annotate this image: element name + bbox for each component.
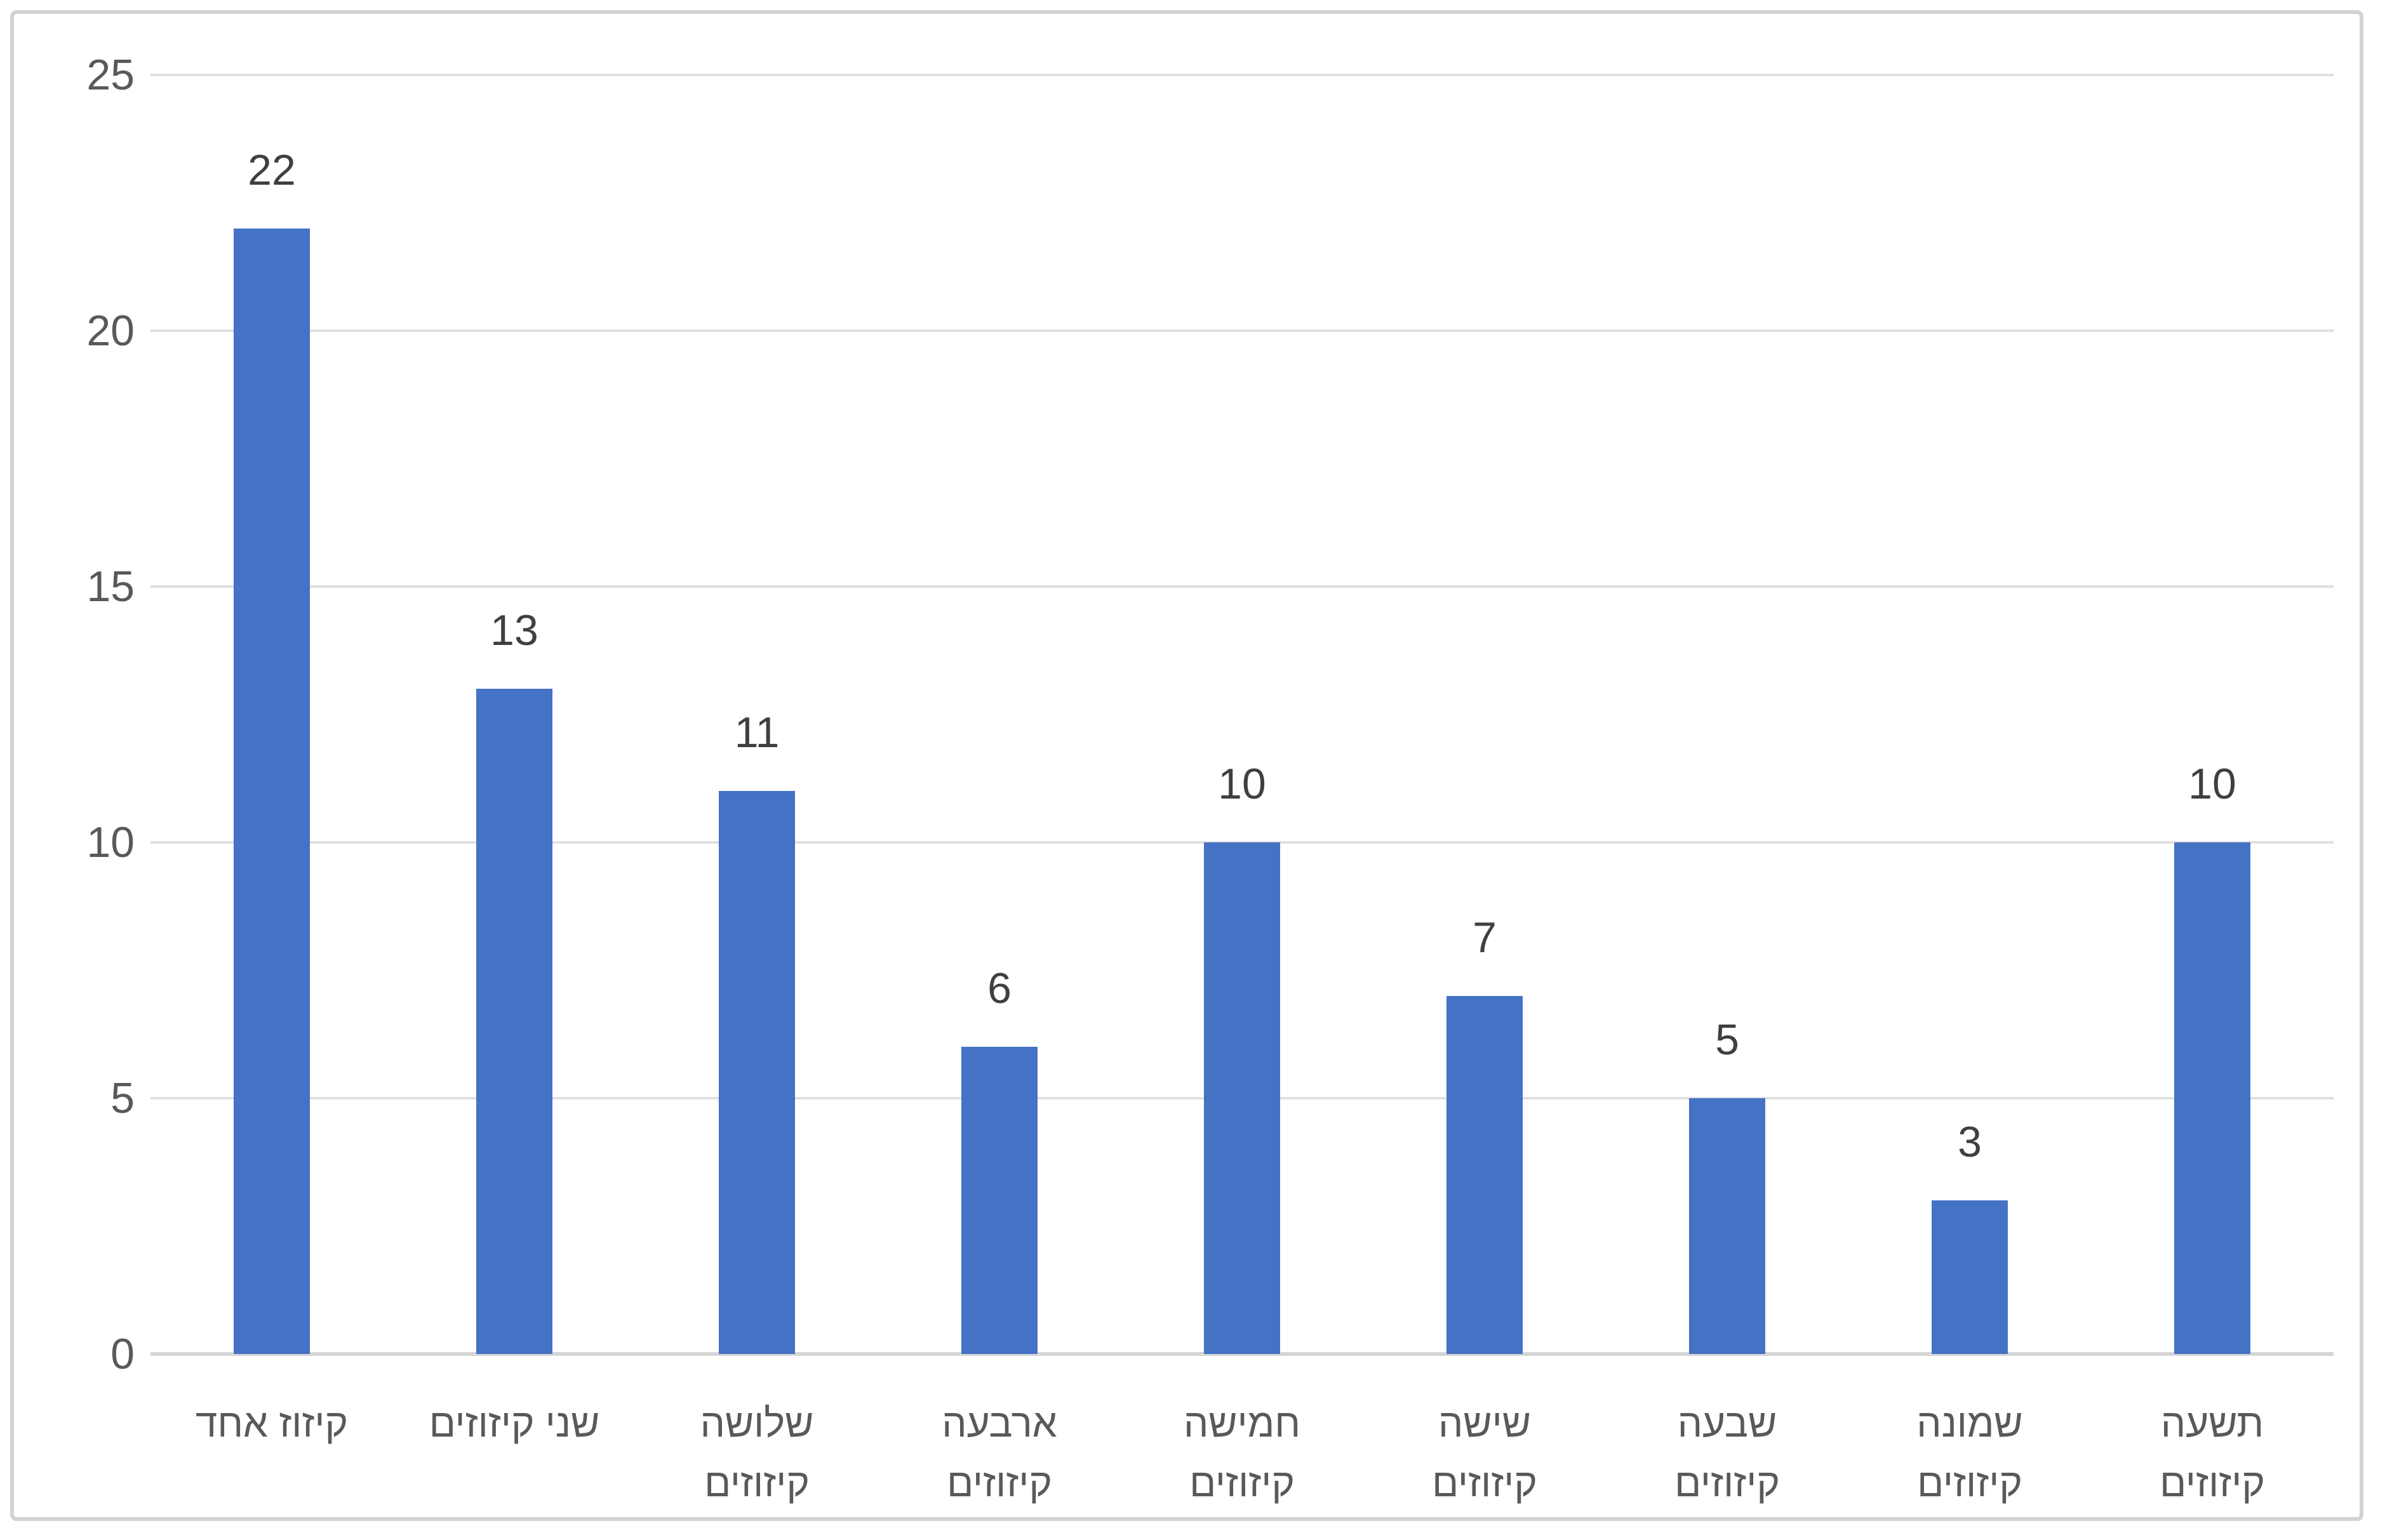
bar	[2174, 842, 2250, 1354]
x-axis-category-label-line: קיזוזים	[947, 1461, 1052, 1505]
x-axis-category-label-line: שלושה	[700, 1402, 814, 1445]
x-axis-category-label-line: קיזוז אחד	[195, 1402, 349, 1445]
x-axis-category-label-line: שישה	[1438, 1402, 1531, 1445]
x-axis-category-label: תשעה קיזוזים	[2091, 1394, 2334, 1513]
x-axis-category-label-line: תשעה	[2160, 1402, 2264, 1445]
x-axis-category-label: שבעה קיזוזים	[1606, 1394, 1848, 1513]
y-axis-tick-label: 15	[86, 562, 135, 611]
y-axis-tick-label: 25	[86, 51, 135, 99]
bar-value-label: 10	[2188, 760, 2236, 808]
y-axis-tick-label: 10	[86, 818, 135, 866]
bar-value-label: 13	[490, 606, 538, 655]
x-axis-category-label-line: שבעה	[1677, 1402, 1777, 1445]
bar-value-label: 7	[1473, 913, 1497, 962]
x-axis-category-label-line: קיזוזים	[704, 1461, 810, 1505]
gridline	[150, 585, 2334, 588]
x-axis-category-label: קיזוז אחד	[150, 1394, 393, 1454]
bar	[476, 689, 552, 1354]
x-axis-category-label-line: קיזוזים	[1432, 1461, 1537, 1505]
x-axis-line	[150, 1352, 2334, 1356]
y-axis-tick-label: 0	[110, 1330, 135, 1378]
x-axis-category-label-line: קיזוזים	[2160, 1461, 2265, 1505]
x-axis-category-label: שמונה קיזוזים	[1848, 1394, 2091, 1513]
bar	[961, 1047, 1038, 1354]
x-axis-category-label: ארבעה קיזוזים	[878, 1394, 1121, 1513]
bar-value-label: 6	[987, 964, 1012, 1013]
x-axis-category-label-line: ארבעה	[942, 1402, 1057, 1445]
gridline	[150, 74, 2334, 76]
x-axis-category-label-line: שני קיזוזים	[429, 1402, 600, 1445]
gridline	[150, 329, 2334, 332]
x-axis-category-label: שישה קיזוזים	[1363, 1394, 1606, 1513]
x-axis-category-label-line: שמונה	[1916, 1402, 2023, 1445]
y-axis-tick-label: 5	[110, 1074, 135, 1122]
bar	[719, 791, 795, 1354]
bar	[1446, 995, 1523, 1354]
bar-value-label: 22	[248, 145, 296, 194]
x-axis-category-label-line: קיזוזים	[1189, 1461, 1295, 1505]
x-axis-category-label: שני קיזוזים	[393, 1394, 636, 1454]
x-axis-category-label-line: קיזוזים	[1674, 1461, 1780, 1505]
x-axis-category-label: שלושה קיזוזים	[636, 1394, 878, 1513]
bar	[234, 228, 310, 1354]
bar-value-label: 3	[1958, 1118, 1982, 1167]
bar	[1689, 1098, 1765, 1354]
bar	[1932, 1200, 2008, 1354]
x-axis-category-label-line: קיזוזים	[1917, 1461, 2022, 1505]
bar-value-label: 10	[1218, 760, 1266, 808]
y-axis-tick-label: 20	[86, 307, 135, 355]
x-axis-category-label: חמישה קיזוזים	[1121, 1394, 1363, 1513]
bar-value-label: 5	[1715, 1016, 1739, 1064]
bar	[1204, 842, 1280, 1354]
x-axis-category-label-line: חמישה	[1183, 1402, 1301, 1445]
bar-value-label: 11	[734, 708, 780, 757]
